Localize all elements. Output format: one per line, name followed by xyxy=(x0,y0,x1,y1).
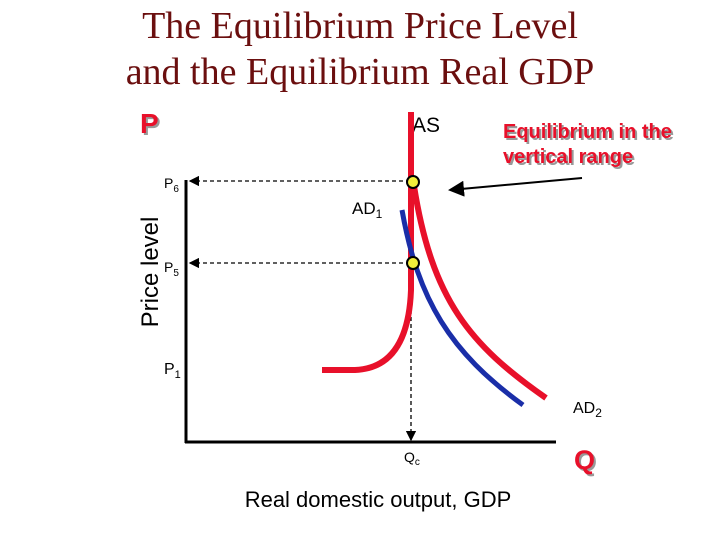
annotation-shadow: vertical range xyxy=(505,148,635,170)
label-sub: 1 xyxy=(175,369,181,381)
title-line: The Equilibrium Price Level xyxy=(142,5,578,47)
label-main: P xyxy=(164,361,175,378)
ad1-curve xyxy=(399,209,525,408)
ad1-label: AD1 xyxy=(352,199,383,221)
ad2-curve xyxy=(411,185,548,401)
qc-label: Qc xyxy=(404,449,420,468)
label-main: P xyxy=(164,259,173,275)
label-main: P xyxy=(164,175,173,191)
ad2-label: AD2 xyxy=(573,400,602,420)
label-main: AD xyxy=(573,400,595,417)
x-symbol-shadow: Q xyxy=(576,447,597,477)
label-sub: 5 xyxy=(173,268,179,279)
annotation: vertical range xyxy=(503,146,633,168)
level-label: P6 xyxy=(164,175,179,195)
title-line: and the Equilibrium Real GDP xyxy=(126,51,595,93)
level-label: P5 xyxy=(164,259,179,279)
label-main: Q xyxy=(404,449,415,465)
y-symbol-shadow: P xyxy=(142,110,161,141)
label-sub: 6 xyxy=(173,184,179,195)
y-symbol: P xyxy=(140,108,159,139)
label-sub: c xyxy=(415,457,420,468)
equilibrium-point xyxy=(406,175,420,189)
annotation-shadow: Equilibrium in the xyxy=(505,123,674,145)
y-axis-label: Price level xyxy=(137,217,164,328)
x-axis-label: Real domestic output, GDP xyxy=(245,487,512,512)
annotation: Equilibrium in the xyxy=(503,121,672,143)
as-label: AS xyxy=(412,114,440,137)
label-main: AD xyxy=(352,199,376,218)
annotation-arrow xyxy=(448,177,583,197)
x-symbol: Q xyxy=(574,445,595,475)
as-curve xyxy=(322,112,414,373)
level-label: P1 xyxy=(164,361,181,381)
equilibrium-point xyxy=(406,256,420,270)
label-sub: 1 xyxy=(376,207,383,221)
label-sub: 2 xyxy=(595,406,602,420)
